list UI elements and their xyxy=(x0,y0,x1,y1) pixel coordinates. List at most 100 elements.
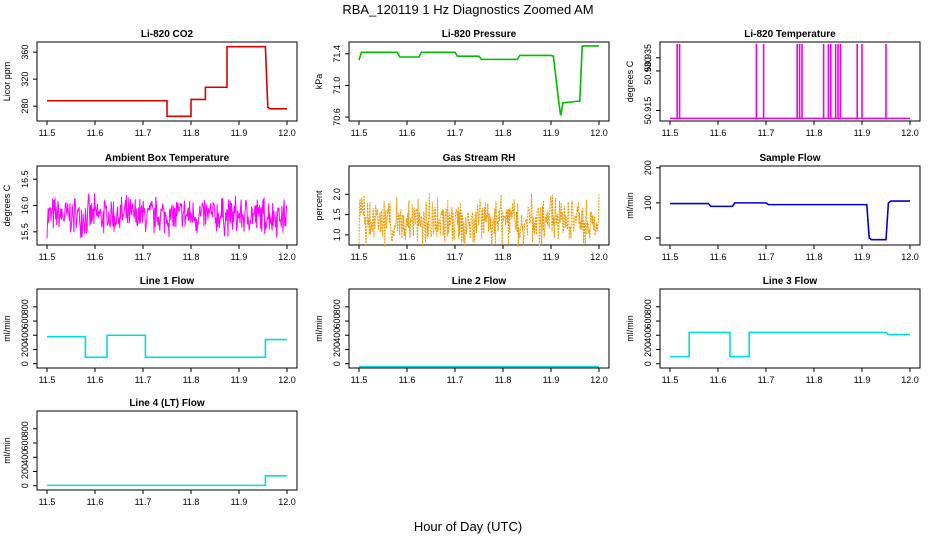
y-tick-label: 1.0 xyxy=(332,229,342,242)
y-axis-label: ml/min xyxy=(314,315,324,342)
x-tick-label: 11.9 xyxy=(854,375,871,385)
x-tick-label: 11.7 xyxy=(447,128,464,138)
y-tick-label: 600 xyxy=(332,314,342,329)
x-tick-label: 12.0 xyxy=(590,375,608,385)
x-tick-label: 11.6 xyxy=(710,252,727,262)
x-tick-label: 11.5 xyxy=(39,252,56,262)
y-tick-label: 50.915 xyxy=(643,97,653,125)
y-tick-label: 0 xyxy=(332,361,342,366)
y-tick-label: 800 xyxy=(643,299,653,314)
plot-frame xyxy=(36,165,298,246)
x-tick-label: 11.9 xyxy=(231,497,248,507)
y-tick-label: 200 xyxy=(643,160,653,175)
panel-line4: Line 4 (LT) Flow ml/min 11.5 11.6 11.7 11.8 11… xyxy=(2,398,298,507)
x-tick-label: 11.5 xyxy=(351,375,368,385)
x-tick-label: 12.0 xyxy=(278,497,296,507)
y-axis-label: Licor ppm xyxy=(2,62,12,102)
x-tick-label: 11.8 xyxy=(806,252,823,262)
panel-temperature: Li-820 Temperature degrees C 11.5 11.6 11.7 1… xyxy=(625,29,921,138)
x-tick-label: 12.0 xyxy=(590,128,608,138)
y-tick-label: 200 xyxy=(643,342,653,357)
x-tick-label: 11.9 xyxy=(231,252,248,262)
panel-pressure: Li-820 Pressure kPa 11.5 11.6 11.7 11.8 11.9 12… xyxy=(314,29,610,138)
x-tick-label: 11.7 xyxy=(135,497,152,507)
x-tick-label: 12.0 xyxy=(278,128,296,138)
plot-frame xyxy=(348,165,610,246)
y-tick-label: 400 xyxy=(332,328,342,343)
x-tick-label: 11.8 xyxy=(183,128,200,138)
y-tick-label: 71.4 xyxy=(332,45,342,63)
x-tick-label: 11.9 xyxy=(231,128,248,138)
panel-line3: Line 3 Flow ml/min 11.5 11.6 11.7 11.8 11.9 12.… xyxy=(625,276,921,385)
plot-frame xyxy=(659,288,921,369)
panels: Li-820 CO2 Licor ppm 11.5 11.6 11.7 11.8 11.9 1… xyxy=(2,29,921,507)
y-tick-label: 400 xyxy=(20,450,30,465)
x-tick-label: 11.8 xyxy=(495,375,512,385)
y-tick-label: 50.935 xyxy=(643,44,653,72)
y-axis-label: kPa xyxy=(314,74,324,90)
y-axis-label: degrees C xyxy=(625,60,635,102)
y-tick-label: 600 xyxy=(643,314,653,329)
y-tick-label: 360 xyxy=(20,45,30,60)
y-tick-label: 70.6 xyxy=(332,108,342,126)
panel-sample: Sample Flow ml/min 11.5 11.6 11.7 11.8 11.9 12.… xyxy=(625,153,921,262)
series-line-line4 xyxy=(47,474,287,487)
y-axis-label: ml/min xyxy=(2,437,12,464)
y-tick-label: 800 xyxy=(20,421,30,436)
panel-title: Gas Stream RH xyxy=(443,153,516,164)
x-tick-label: 11.8 xyxy=(183,497,200,507)
y-tick-label: 600 xyxy=(20,436,30,451)
plot-frame xyxy=(36,410,298,491)
x-tick-label: 11.8 xyxy=(806,128,823,138)
x-tick-label: 11.8 xyxy=(495,252,512,262)
y-tick-label: 200 xyxy=(20,464,30,479)
x-tick-label: 11.9 xyxy=(854,128,871,138)
y-tick-label: 1.5 xyxy=(332,208,342,221)
y-axis-label: percent xyxy=(314,190,324,221)
x-tick-label: 11.9 xyxy=(543,128,560,138)
x-tick-label: 12.0 xyxy=(901,128,919,138)
series-line-ambient xyxy=(46,193,288,239)
y-tick-label: 800 xyxy=(332,299,342,314)
x-tick-label: 11.7 xyxy=(758,375,775,385)
panel-title: Li-820 CO2 xyxy=(141,29,194,40)
x-tick-label: 11.9 xyxy=(854,252,871,262)
y-tick-label: 16.0 xyxy=(20,197,30,215)
y-tick-label: 0 xyxy=(20,361,30,366)
y-tick-label: 0 xyxy=(643,361,653,366)
x-tick-label: 11.5 xyxy=(662,128,679,138)
x-tick-label: 11.8 xyxy=(806,375,823,385)
x-tick-label: 11.7 xyxy=(135,128,152,138)
figure-xlabel: Hour of Day (UTC) xyxy=(414,519,522,534)
series-line-co2 xyxy=(47,45,287,118)
series-line-pressure xyxy=(358,45,599,116)
x-tick-label: 11.7 xyxy=(758,252,775,262)
series-line-line1 xyxy=(47,334,287,359)
x-tick-label: 11.6 xyxy=(87,497,104,507)
x-tick-label: 11.6 xyxy=(399,375,416,385)
x-tick-label: 11.8 xyxy=(183,375,200,385)
y-axis-label: ml/min xyxy=(625,315,635,342)
panel-title: Line 4 (LT) Flow xyxy=(129,398,205,409)
y-tick-label: 400 xyxy=(20,328,30,343)
panel-title: Line 3 Flow xyxy=(763,276,818,287)
y-tick-label: 200 xyxy=(20,342,30,357)
panel-title: Sample Flow xyxy=(759,153,820,164)
plot-frame xyxy=(348,288,610,369)
y-tick-label: 100 xyxy=(643,195,653,210)
x-tick-label: 12.0 xyxy=(590,252,608,262)
y-tick-label: 400 xyxy=(643,328,653,343)
x-tick-label: 11.5 xyxy=(662,375,679,385)
series-line-line3 xyxy=(670,331,910,358)
plot-frame xyxy=(348,41,610,122)
x-tick-label: 12.0 xyxy=(278,252,296,262)
panel-title: Line 1 Flow xyxy=(140,276,195,287)
y-tick-label: 280 xyxy=(20,99,30,114)
x-tick-label: 11.5 xyxy=(351,128,368,138)
y-tick-label: 15.5 xyxy=(20,223,30,241)
panel-line1: Line 1 Flow ml/min 11.5 11.6 11.7 11.8 11.9 12.… xyxy=(2,276,298,385)
x-tick-label: 11.5 xyxy=(39,497,56,507)
x-tick-label: 11.6 xyxy=(87,375,104,385)
plot-frame xyxy=(659,41,921,122)
